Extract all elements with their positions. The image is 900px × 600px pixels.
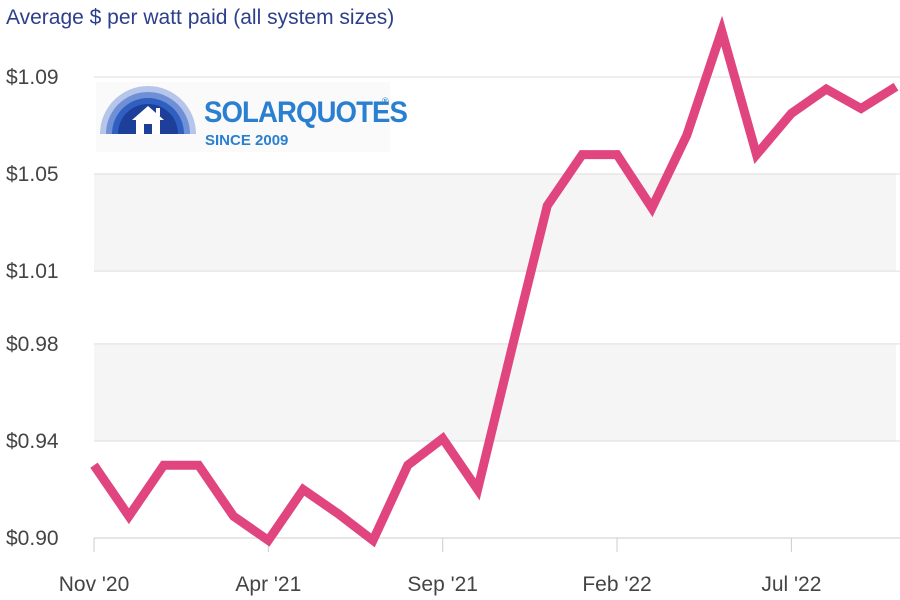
- logo-registered-mark: ®: [382, 96, 389, 106]
- x-tick-label: Apr '21: [235, 573, 301, 596]
- plot-band: [94, 440, 896, 538]
- y-tick-label: $0.94: [6, 430, 59, 453]
- y-tick-label: $1.09: [6, 66, 59, 89]
- logo-house-icon: [100, 86, 196, 134]
- x-tick-label: Jul '22: [761, 573, 821, 596]
- y-axis: $0.90 $0.94 $0.98 $1.01 $1.05 $1.09: [6, 66, 59, 550]
- x-tick-label: Nov '20: [59, 573, 130, 596]
- logo-wordmark: SOLARQUOTES: [204, 96, 408, 129]
- x-tick-label: Feb '22: [582, 573, 651, 596]
- x-axis: Nov '20 Apr '21 Sep '21 Feb '22 Jul '22: [59, 537, 900, 596]
- chart-title: Average $ per watt paid (all system size…: [6, 6, 395, 29]
- series-layer: [90, 15, 899, 548]
- y-tick-label: $1.05: [6, 163, 59, 186]
- plot-band: [94, 271, 896, 344]
- y-tick-label: $0.98: [6, 333, 59, 356]
- y-tick-label: $0.90: [6, 527, 59, 550]
- x-tick-label: Sep '21: [407, 573, 478, 596]
- y-tick-label: $1.01: [6, 260, 59, 283]
- plot-band: [94, 174, 896, 272]
- logo-tagline: SINCE 2009: [205, 132, 289, 149]
- series-line: [90, 15, 899, 548]
- solarquotes-logo: SOLARQUOTES ® SINCE 2009: [96, 82, 408, 152]
